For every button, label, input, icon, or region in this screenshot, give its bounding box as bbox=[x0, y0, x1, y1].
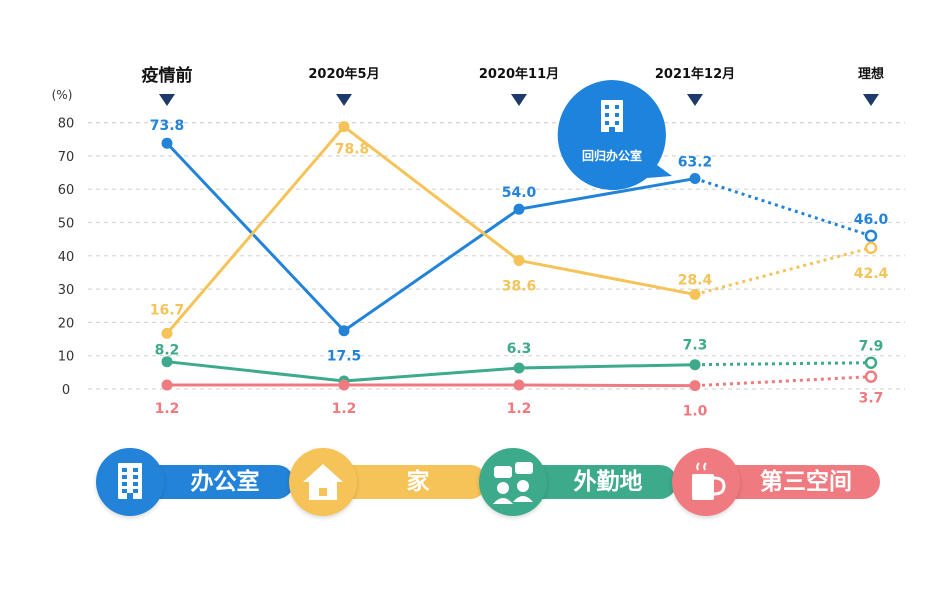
data-point bbox=[689, 359, 701, 371]
series-办公室: 73.8 17.5 54.0 63.2 46.0 bbox=[150, 118, 889, 364]
data-label: 73.8 bbox=[150, 118, 185, 134]
data-label: 1.2 bbox=[332, 401, 357, 417]
y-tick-label: 60 bbox=[58, 183, 75, 198]
x-category-label: 理想 bbox=[858, 66, 884, 82]
x-category-label: 2020年11月 bbox=[479, 66, 559, 82]
data-label: 28.4 bbox=[678, 272, 713, 288]
data-label: 6.3 bbox=[507, 341, 532, 357]
data-point bbox=[689, 380, 701, 392]
data-label: 1.0 bbox=[683, 404, 708, 420]
data-point bbox=[161, 379, 173, 391]
data-label: 42.4 bbox=[854, 266, 889, 282]
callout-bubble bbox=[557, 80, 672, 190]
y-tick-label: 40 bbox=[58, 250, 75, 265]
series-projection-line bbox=[694, 177, 872, 238]
series-projection-line bbox=[694, 361, 872, 367]
data-point bbox=[513, 379, 525, 391]
x-category-label: 疫情前 bbox=[142, 65, 193, 86]
legend-item: 外勤地 bbox=[479, 448, 677, 516]
y-tick-label: 0 bbox=[62, 383, 70, 398]
legend-item: 第三空间 bbox=[672, 448, 880, 516]
series-line bbox=[167, 383, 696, 388]
y-tick-label: 50 bbox=[58, 217, 75, 232]
y-tick-label: 80 bbox=[58, 117, 75, 132]
data-point bbox=[689, 288, 701, 300]
category-marker-triangle bbox=[863, 94, 879, 106]
data-label: 54.0 bbox=[502, 185, 537, 201]
data-label: 46.0 bbox=[854, 212, 889, 228]
legend-item: 家 bbox=[289, 448, 487, 516]
data-point bbox=[864, 370, 878, 383]
series-line bbox=[165, 125, 696, 335]
data-point bbox=[338, 379, 350, 391]
data-label: 63.2 bbox=[678, 155, 713, 171]
legend-label: 第三空间 bbox=[712, 465, 880, 499]
data-label: 38.6 bbox=[502, 278, 537, 294]
data-point bbox=[161, 356, 173, 368]
series-line bbox=[165, 142, 696, 333]
data-point bbox=[513, 203, 525, 215]
data-point bbox=[864, 241, 878, 255]
y-tick-label: 30 bbox=[58, 283, 75, 298]
house-icon bbox=[289, 448, 357, 516]
x-category-label: 2021年12月 bbox=[655, 66, 735, 82]
data-label: 7.9 bbox=[859, 339, 884, 355]
data-label: 17.5 bbox=[327, 349, 362, 365]
data-point bbox=[161, 327, 173, 339]
data-label: 7.3 bbox=[683, 338, 708, 354]
series-line bbox=[166, 360, 696, 383]
category-marker-triangle bbox=[159, 94, 175, 106]
building-icon bbox=[96, 448, 164, 516]
data-point bbox=[338, 325, 350, 337]
data-label: 3.7 bbox=[859, 391, 884, 407]
data-point bbox=[161, 137, 173, 149]
data-point bbox=[864, 356, 878, 369]
legend-label: 办公室 bbox=[136, 465, 294, 499]
callout-return-office: 回归办公室 bbox=[557, 80, 672, 190]
category-marker-triangle bbox=[511, 94, 527, 106]
x-category-label: 2020年5月 bbox=[308, 66, 379, 82]
data-label: 8.2 bbox=[155, 343, 180, 359]
data-label: 78.8 bbox=[335, 142, 370, 158]
legend-item: 办公室 bbox=[96, 448, 294, 516]
series-外勤地: 8.2 6.3 7.3 7.9 bbox=[155, 338, 884, 387]
chat-people-icon bbox=[479, 448, 547, 516]
y-tick-label: 10 bbox=[58, 350, 75, 365]
y-tick-label: 20 bbox=[58, 316, 75, 331]
callout-label: 回归办公室 bbox=[582, 148, 642, 163]
data-point bbox=[689, 173, 701, 185]
y-tick-label: 70 bbox=[58, 150, 75, 165]
data-point bbox=[864, 229, 878, 243]
coffee-cup-icon bbox=[672, 448, 740, 516]
series-第三空间: 1.2 1.2 1.2 1.0 3.7 bbox=[155, 370, 884, 420]
data-label: 1.2 bbox=[155, 401, 180, 417]
data-label: 1.2 bbox=[507, 401, 532, 417]
category-marker-triangle bbox=[687, 94, 703, 106]
y-unit-label: (%) bbox=[52, 88, 73, 102]
data-point bbox=[513, 362, 525, 374]
data-label: 16.7 bbox=[150, 302, 185, 318]
series-projection-line bbox=[694, 246, 872, 296]
category-marker-triangle bbox=[336, 94, 352, 106]
series-家: 16.7 78.8 38.6 28.4 42.4 bbox=[150, 121, 889, 339]
series-projection-line bbox=[694, 375, 872, 388]
data-point bbox=[338, 121, 350, 133]
data-point bbox=[513, 254, 525, 266]
